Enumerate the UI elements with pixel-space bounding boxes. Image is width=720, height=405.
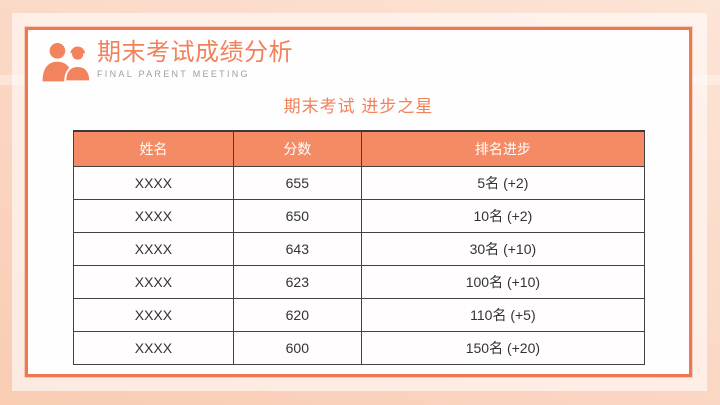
- cell-name: XXXX: [73, 330, 234, 365]
- cell-name: XXXX: [73, 297, 234, 332]
- slide-card: 期末考试成绩分析 FINAL PARENT MEETING 期末考试 进步之星 …: [25, 27, 692, 377]
- table-row: XXXX 600 150名 (+20): [73, 330, 646, 365]
- cell-rank: 110名 (+5): [360, 297, 646, 332]
- cell-score: 643: [232, 231, 362, 266]
- table-row: XXXX 643 30名 (+10): [73, 231, 646, 266]
- cell-name: XXXX: [73, 231, 234, 266]
- page-subtitle: FINAL PARENT MEETING: [97, 69, 250, 79]
- table-header-row: 姓名 分数 排名进步: [73, 130, 646, 167]
- table-row: XXXX 655 5名 (+2): [73, 165, 646, 200]
- cell-rank: 5名 (+2): [360, 165, 646, 200]
- slide-header: 期末考试成绩分析 FINAL PARENT MEETING: [41, 40, 293, 82]
- cell-name: XXXX: [73, 198, 234, 233]
- cell-score: 650: [232, 198, 362, 233]
- cell-name: XXXX: [73, 165, 234, 200]
- cell-rank: 150名 (+20): [360, 330, 646, 365]
- parents-icon: [42, 43, 91, 82]
- page-title: 期末考试成绩分析: [97, 39, 293, 66]
- cell-rank: 30名 (+10): [360, 231, 646, 266]
- table-row: XXXX 620 110名 (+5): [73, 297, 646, 332]
- cell-name: XXXX: [73, 264, 234, 299]
- column-header-rank: 排名进步: [360, 130, 646, 167]
- column-header-name: 姓名: [73, 130, 234, 167]
- cell-score: 600: [232, 330, 362, 365]
- cell-rank: 10名 (+2): [360, 198, 646, 233]
- cell-score: 655: [232, 165, 362, 200]
- cell-score: 623: [232, 264, 362, 299]
- cell-score: 620: [232, 297, 362, 332]
- table-row: XXXX 650 10名 (+2): [73, 198, 646, 233]
- table-row: XXXX 623 100名 (+10): [73, 264, 646, 299]
- section-title: 期末考试 进步之星: [283, 97, 434, 116]
- column-header-score: 分数: [232, 130, 362, 167]
- score-table: 姓名 分数 排名进步 XXXX 655 5名 (+2) XXXX 650 10名…: [73, 130, 646, 365]
- title-stack: 期末考试成绩分析 FINAL PARENT MEETING: [97, 39, 293, 80]
- cell-rank: 100名 (+10): [360, 264, 646, 299]
